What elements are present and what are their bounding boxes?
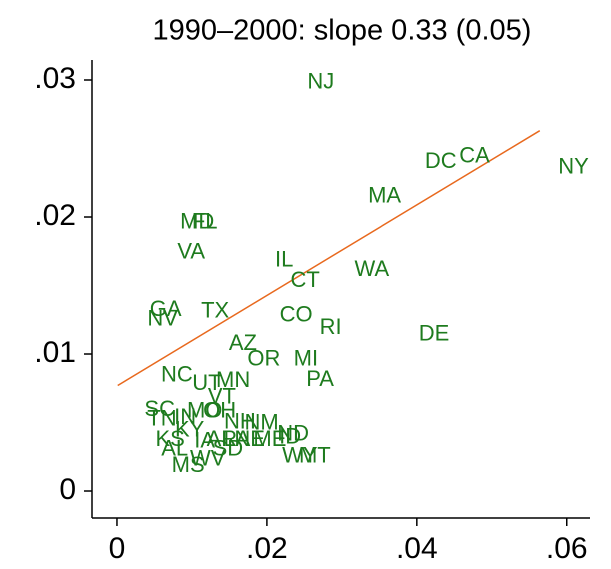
point-label: WA [355, 256, 390, 281]
point-label: OH [203, 397, 236, 422]
y-tick-label: .03 [34, 62, 76, 95]
point-label: TN [147, 406, 176, 431]
point-label: NC [161, 362, 193, 387]
point-label: FL [192, 208, 218, 233]
point-label: NV [147, 306, 178, 331]
point-label: DC [425, 148, 457, 173]
point-label: MS [172, 452, 205, 477]
point-label: SD [213, 436, 244, 461]
point-label: NY [558, 153, 589, 178]
point-label: OR [247, 345, 280, 370]
point-label: MT [299, 443, 331, 468]
point-label: MA [368, 182, 401, 207]
point-label: WY [282, 443, 318, 468]
point-label: DE [419, 321, 450, 346]
point-label: NH [224, 408, 256, 433]
point-label: UT [192, 370, 221, 395]
x-tick-label: .02 [246, 532, 288, 565]
point-label: ME [253, 426, 286, 451]
point-label: AZ [229, 330, 257, 355]
point-label: MO [187, 397, 222, 422]
point-label: CT [290, 267, 319, 292]
point-label: NE [234, 426, 265, 451]
x-tick-label: .06 [546, 532, 588, 565]
point-label: PA [306, 366, 334, 391]
point-label: IA [194, 428, 215, 453]
point-label: CO [280, 301, 313, 326]
point-label: LA [223, 426, 250, 451]
point-label: IN [174, 404, 196, 429]
y-tick-label: 0 [59, 473, 76, 506]
point-label: NJ [307, 69, 334, 94]
point-label: MN [216, 367, 250, 392]
point-label: MI [294, 345, 318, 370]
point-label: KY [175, 417, 205, 442]
point-label: KS [156, 426, 185, 451]
point-label: ND [277, 421, 309, 446]
point-label: GA [150, 296, 182, 321]
y-tick-label: .01 [34, 336, 76, 369]
point-label: ID [279, 423, 301, 448]
point-label: VT [208, 384, 236, 409]
point-label: RI [320, 314, 342, 339]
x-tick-label: 0 [109, 532, 126, 565]
point-label: IL [275, 247, 293, 272]
chart-title: 1990–2000: slope 0.33 (0.05) [153, 15, 532, 47]
point-label: TX [201, 297, 229, 322]
point-label: MD [180, 208, 214, 233]
point-label: NM [245, 410, 279, 435]
y-tick-label: .02 [34, 199, 76, 232]
point-label: AL [161, 436, 188, 461]
x-tick-label: .04 [396, 532, 438, 565]
fit-line [117, 130, 541, 387]
point-label: AR [207, 426, 238, 451]
point-label: SC [144, 396, 175, 421]
point-label: WV [190, 445, 226, 470]
point-label: CA [459, 143, 490, 168]
point-label: VA [177, 238, 205, 263]
